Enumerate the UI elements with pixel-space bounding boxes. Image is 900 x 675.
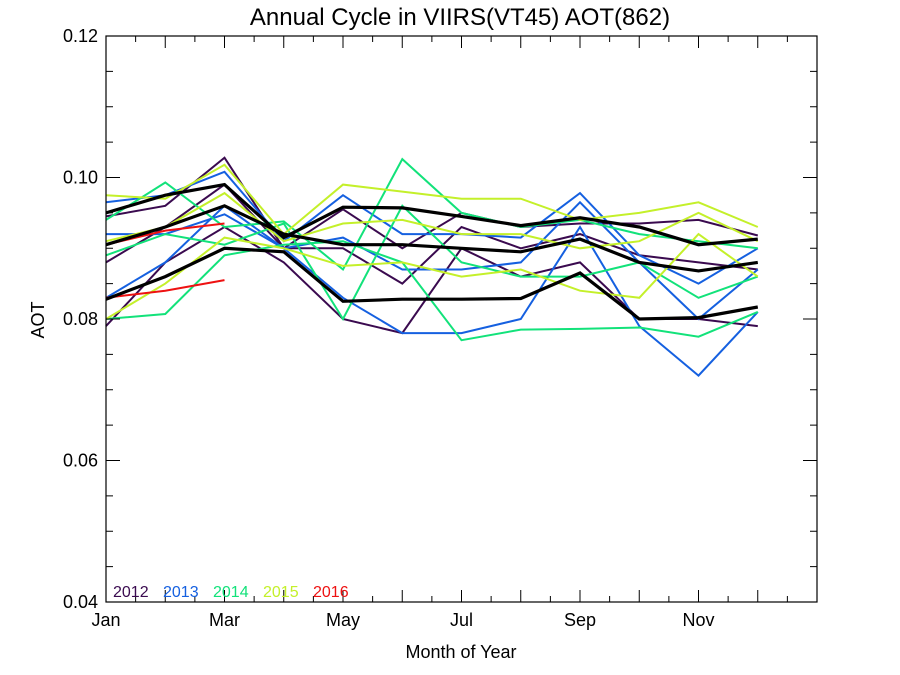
series-line-13 [105,279,225,299]
series-layer [105,156,759,377]
legend-item-2016: 2016 [313,584,349,601]
y-tick-label: 0.12 [63,26,98,46]
legend: 2012 2013 2014 2015 2016 [113,584,349,601]
series-line-5 [105,204,759,377]
y-tick-label: 0.10 [63,168,98,188]
x-axis-label: Month of Year [405,642,516,662]
series-line-7 [105,204,759,322]
x-tick-label: Jan [91,610,120,630]
series-line-15 [105,204,759,273]
series-line-1 [105,183,758,285]
x-tick-label: Nov [682,610,714,630]
x-tick-label: Mar [209,610,240,630]
chart-title: Annual Cycle in VIIRS(VT45) AOT(862) [250,4,670,31]
y-axis-label: AOT [28,301,48,338]
series-line-9 [105,163,759,236]
x-tick-label: May [326,610,360,630]
x-tick-label: Jul [450,610,473,630]
series-line-16 [105,246,759,321]
y-tick-label: 0.04 [63,592,98,612]
series-line-0 [105,156,759,250]
series-line-11 [105,232,759,320]
ticks-layer: Jan Mar May Jul Sep Nov 0.04 0.06 0.08 0.10 0.12 [63,26,818,630]
series-line-14 [105,182,758,247]
legend-item-2013: 2013 [163,584,199,601]
legend-item-2015: 2015 [263,584,299,601]
y-tick-label: 0.06 [63,451,98,471]
x-tick-label: Sep [564,610,596,630]
plot-frame [105,35,818,603]
series-line-6 [105,157,758,272]
series-line-10 [105,191,759,250]
series-line-8 [105,240,759,342]
y-tick-label: 0.08 [63,309,98,329]
legend-item-2012: 2012 [113,584,149,601]
legend-item-2014: 2014 [213,584,249,601]
